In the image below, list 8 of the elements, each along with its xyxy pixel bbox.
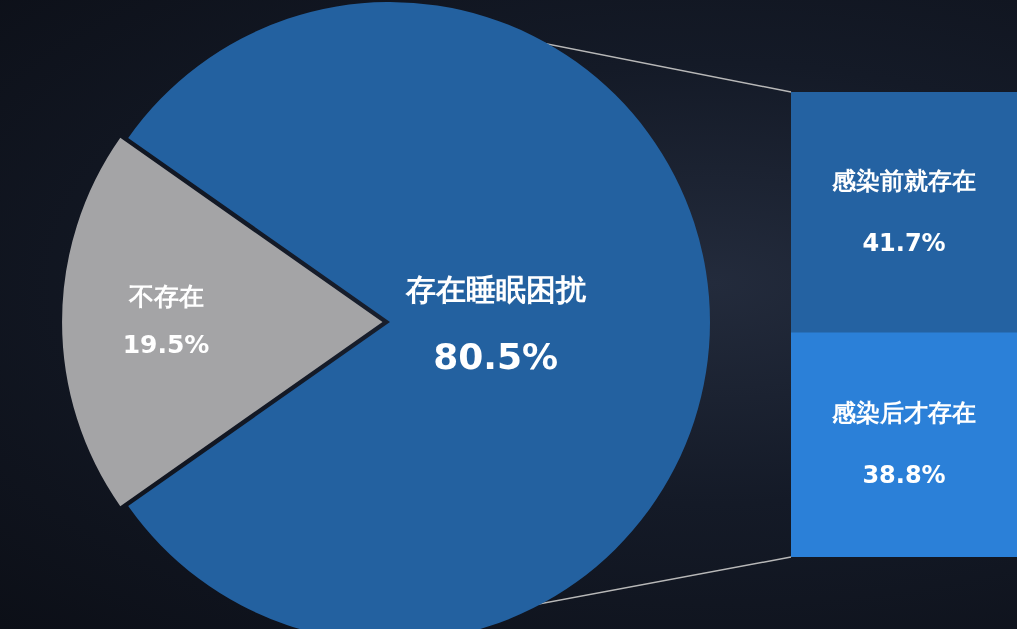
data-label: 19.5% [122, 329, 210, 359]
data-label: 80.5% [433, 336, 559, 378]
data-label: 38.8% [862, 461, 946, 490]
data-label: 41.7% [862, 228, 946, 257]
slice-label: 存在睡眠困扰 [404, 271, 587, 307]
slice-label: 不存在 [127, 281, 204, 311]
series-label: 感染后才存在 [831, 399, 976, 428]
series-label: 感染前就存在 [831, 166, 976, 195]
